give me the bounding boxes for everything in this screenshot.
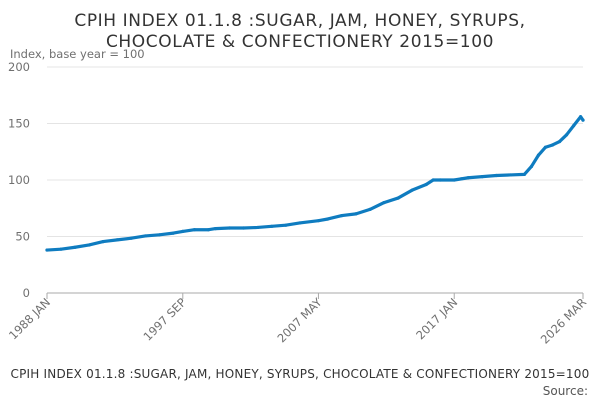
data-point xyxy=(354,212,358,216)
source-label: Source: xyxy=(543,384,588,398)
data-point xyxy=(115,238,119,242)
data-point xyxy=(171,231,175,235)
data-point xyxy=(494,173,498,178)
data-point xyxy=(529,164,534,169)
grid-lines xyxy=(47,66,583,237)
data-point xyxy=(227,226,232,230)
y-tick-label: 50 xyxy=(15,230,30,244)
x-axis-ticks: 1988 JAN 1997 SEP 2007 MAY 2017 JAN 2026 MAR xyxy=(6,293,589,347)
y-tick-label: 0 xyxy=(23,286,30,300)
data-point xyxy=(466,176,470,180)
x-tick-label: 1988 JAN xyxy=(6,295,53,342)
data-point xyxy=(241,226,246,230)
data-point xyxy=(480,175,484,179)
data-point xyxy=(508,173,512,177)
data-point xyxy=(368,207,372,211)
data-point xyxy=(143,234,147,238)
y-tick-label: 100 xyxy=(8,173,30,187)
series-line-0 xyxy=(45,115,585,252)
data-point xyxy=(581,118,585,122)
data-point xyxy=(129,236,133,240)
data-point xyxy=(431,178,435,182)
data-point xyxy=(192,228,197,232)
data-point xyxy=(579,115,583,119)
data-point xyxy=(213,226,218,231)
data-point xyxy=(284,223,288,227)
data-point xyxy=(326,217,330,221)
data-point xyxy=(101,239,105,244)
data-point xyxy=(59,247,63,251)
data-point xyxy=(73,245,77,249)
data-point xyxy=(396,196,400,200)
data-point xyxy=(452,178,456,182)
data-point xyxy=(298,221,302,225)
data-point xyxy=(536,153,541,157)
data-point xyxy=(382,201,386,205)
x-tick-label: 2007 MAY xyxy=(274,295,325,346)
data-point xyxy=(181,229,185,234)
y-tick-label: 150 xyxy=(8,117,30,131)
legend-series-label: CPIH INDEX 01.1.8 :SUGAR, JAM, HONEY, SY… xyxy=(11,367,590,381)
chart-title-line-2: CHOCOLATE & CONFECTIONERY 2015=100 xyxy=(106,32,494,52)
chart-title-line-1: CPIH INDEX 01.1.8 :SUGAR, JAM, HONEY, SY… xyxy=(74,11,525,31)
data-point xyxy=(157,233,161,237)
x-tick-label: 1997 SEP xyxy=(141,295,189,343)
data-point xyxy=(550,143,555,147)
y-tick-label: 200 xyxy=(8,60,30,74)
data-point xyxy=(270,224,274,228)
data-point xyxy=(256,225,260,230)
y-axis-ticks: 0 50 100 150 200 xyxy=(8,60,30,300)
data-point xyxy=(87,243,91,247)
series-layer xyxy=(45,115,585,252)
data-point xyxy=(340,213,344,218)
data-point xyxy=(206,228,211,232)
data-point xyxy=(45,248,49,252)
y-axis-label: Index, base year = 100 xyxy=(10,47,145,61)
data-point xyxy=(557,139,562,144)
data-point xyxy=(438,178,442,182)
data-point xyxy=(424,182,428,187)
data-point xyxy=(522,172,527,176)
data-point xyxy=(564,133,569,137)
data-point xyxy=(410,188,414,192)
data-point xyxy=(571,124,576,128)
x-tick-label: 2026 MAR xyxy=(538,295,589,346)
data-point xyxy=(316,219,321,223)
x-tick-label: 2017 JAN xyxy=(413,295,460,342)
data-point xyxy=(543,145,548,149)
data-point xyxy=(459,177,463,181)
